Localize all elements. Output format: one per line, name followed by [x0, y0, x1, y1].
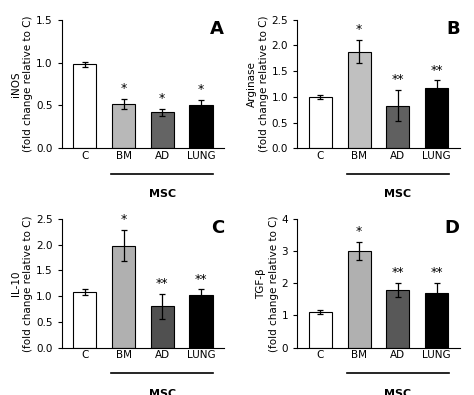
Text: A: A	[210, 20, 224, 38]
Text: MSC: MSC	[149, 389, 176, 395]
Bar	[425, 293, 448, 348]
Bar	[425, 88, 448, 148]
Text: B: B	[446, 20, 460, 38]
Bar	[151, 112, 174, 148]
Text: **: **	[156, 277, 168, 290]
Bar	[112, 104, 135, 148]
Text: *: *	[198, 83, 204, 96]
Text: MSC: MSC	[384, 389, 411, 395]
Bar	[73, 64, 96, 148]
Text: C: C	[211, 219, 224, 237]
Text: *: *	[120, 82, 127, 95]
Y-axis label: Arginase
(fold change relative to C): Arginase (fold change relative to C)	[246, 16, 269, 152]
Text: **: **	[392, 267, 404, 279]
Text: D: D	[445, 219, 460, 237]
Bar	[73, 292, 96, 348]
Text: **: **	[430, 266, 443, 279]
Bar	[189, 105, 212, 148]
Bar	[347, 52, 371, 148]
Text: *: *	[356, 23, 362, 36]
Text: **: **	[195, 273, 207, 286]
Text: MSC: MSC	[384, 190, 411, 199]
Bar	[309, 97, 332, 148]
Bar	[386, 290, 410, 348]
Bar	[112, 246, 135, 348]
Y-axis label: IL-10
(fold change relative to C): IL-10 (fold change relative to C)	[11, 215, 33, 352]
Bar	[309, 312, 332, 348]
Text: MSC: MSC	[149, 190, 176, 199]
Y-axis label: TGF-β
(fold change relative to C): TGF-β (fold change relative to C)	[256, 215, 279, 352]
Bar	[151, 307, 174, 348]
Bar	[386, 105, 410, 148]
Bar	[189, 295, 212, 348]
Text: **: **	[392, 73, 404, 87]
Y-axis label: iNOS
(fold change relative to C): iNOS (fold change relative to C)	[11, 16, 33, 152]
Text: *: *	[159, 92, 165, 105]
Text: *: *	[356, 225, 362, 238]
Bar	[347, 251, 371, 348]
Text: **: **	[430, 64, 443, 77]
Text: *: *	[120, 213, 127, 226]
